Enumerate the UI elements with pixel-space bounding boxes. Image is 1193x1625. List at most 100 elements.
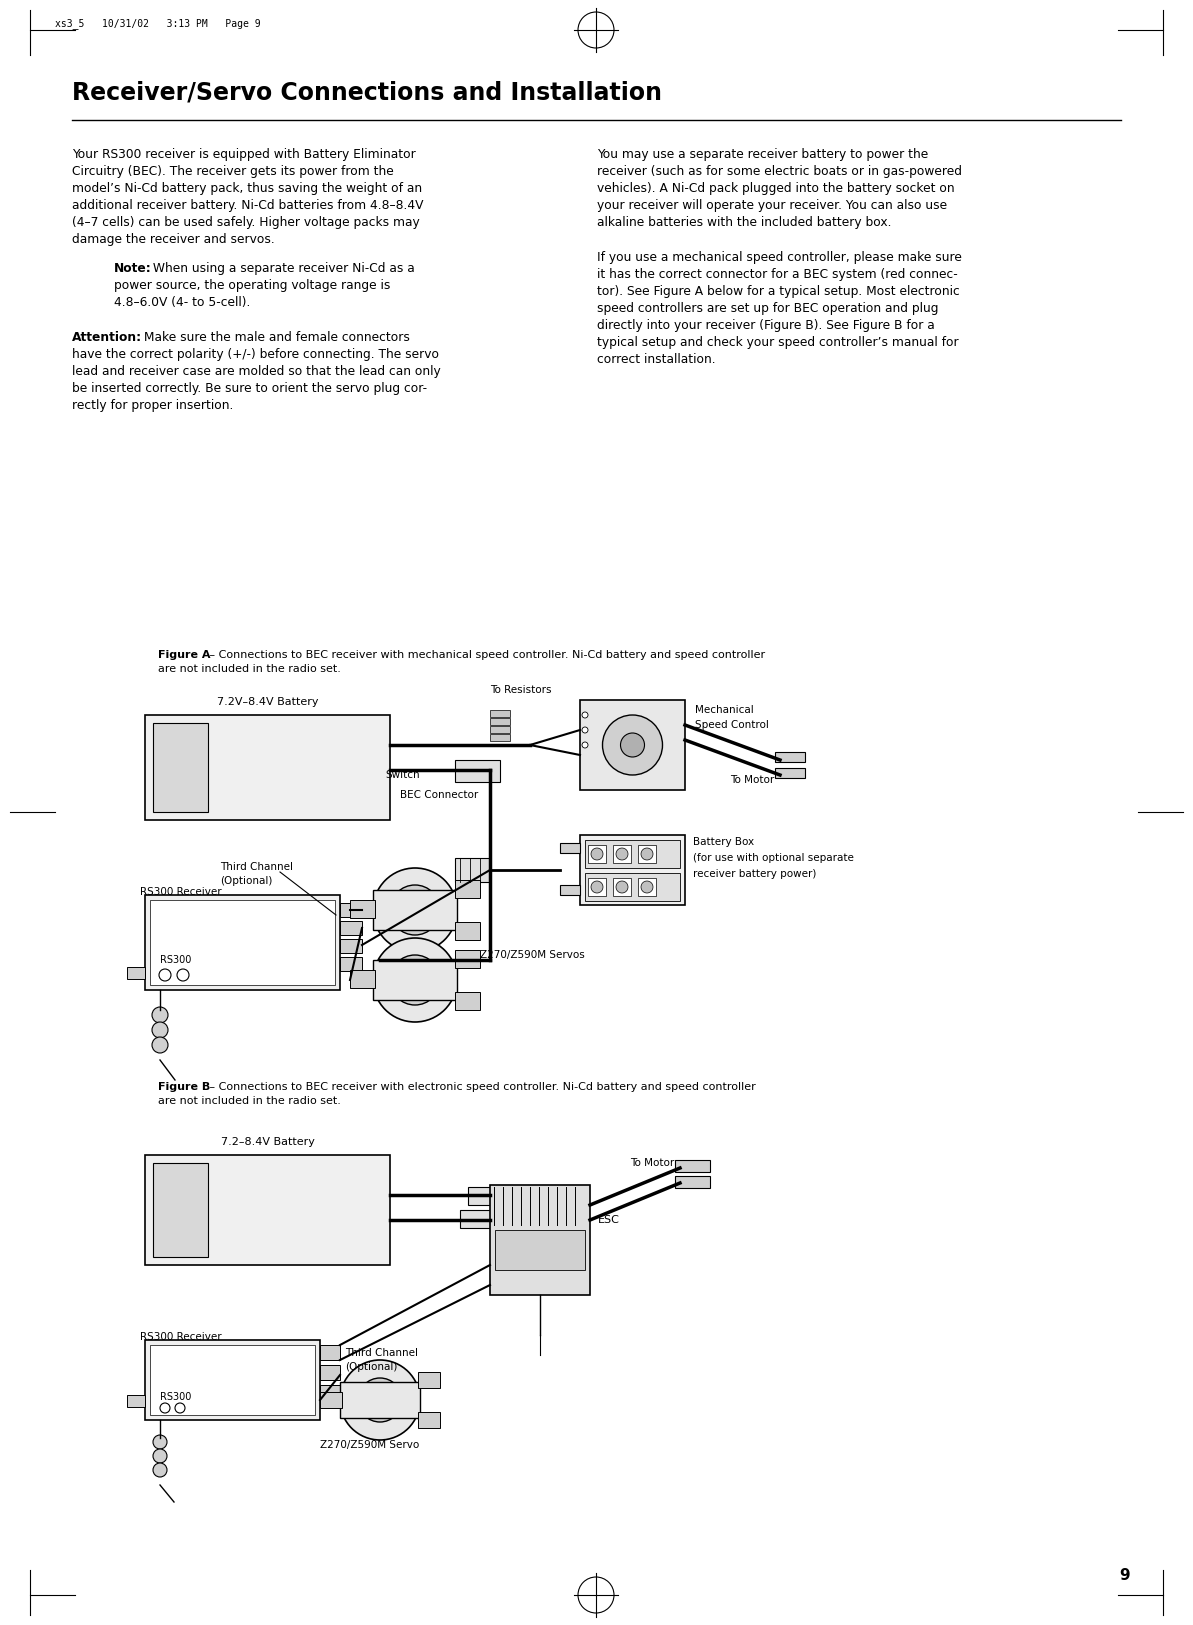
Bar xyxy=(150,900,335,985)
Bar xyxy=(580,700,685,790)
Text: be inserted correctly. Be sure to orient the servo plug cor-: be inserted correctly. Be sure to orient… xyxy=(72,382,427,395)
Text: – Connections to BEC receiver with mechanical speed controller. Ni-Cd battery an: – Connections to BEC receiver with mecha… xyxy=(206,650,765,660)
Bar xyxy=(455,991,480,1011)
Bar xyxy=(775,752,805,762)
Bar xyxy=(460,1211,490,1228)
Circle shape xyxy=(152,1022,168,1038)
Bar xyxy=(490,710,509,717)
Circle shape xyxy=(591,881,602,894)
Bar xyxy=(560,843,580,853)
Bar xyxy=(153,723,208,812)
Bar xyxy=(373,960,457,999)
Text: Receiver/Servo Connections and Installation: Receiver/Servo Connections and Installat… xyxy=(72,80,662,104)
Circle shape xyxy=(371,1391,389,1409)
Text: 4.8–6.0V (4- to 5-cell).: 4.8–6.0V (4- to 5-cell). xyxy=(115,296,251,309)
Text: your receiver will operate your receiver. You can also use: your receiver will operate your receiver… xyxy=(596,198,947,211)
Text: ESC: ESC xyxy=(598,1216,620,1225)
Bar xyxy=(775,769,805,778)
Circle shape xyxy=(641,881,653,894)
Bar xyxy=(675,1160,710,1172)
Circle shape xyxy=(153,1462,167,1477)
Text: Third Channel: Third Channel xyxy=(220,861,293,873)
Bar xyxy=(585,873,680,900)
Bar xyxy=(638,845,656,863)
Circle shape xyxy=(340,1360,420,1440)
Circle shape xyxy=(153,1450,167,1462)
Text: If you use a mechanical speed controller, please make sure: If you use a mechanical speed controller… xyxy=(596,250,962,263)
Bar xyxy=(490,734,509,741)
Bar xyxy=(350,900,375,918)
Text: 7.2V–8.4V Battery: 7.2V–8.4V Battery xyxy=(217,697,319,707)
Bar xyxy=(455,881,480,899)
Text: lead and receiver case are molded so that the lead can only: lead and receiver case are molded so tha… xyxy=(72,366,440,379)
Text: model’s Ni-Cd battery pack, thus saving the weight of an: model’s Ni-Cd battery pack, thus saving … xyxy=(72,182,422,195)
Bar xyxy=(588,878,606,895)
Text: BEC Connector: BEC Connector xyxy=(400,790,478,800)
Bar xyxy=(455,951,480,968)
Bar xyxy=(675,1176,710,1188)
Text: it has the correct connector for a BEC system (red connec-: it has the correct connector for a BEC s… xyxy=(596,268,958,281)
Text: correct installation.: correct installation. xyxy=(596,353,716,366)
Text: Z270/Z590M Servos: Z270/Z590M Servos xyxy=(480,951,585,960)
Bar xyxy=(560,886,580,895)
Text: alkaline batteries with the included battery box.: alkaline batteries with the included bat… xyxy=(596,216,891,229)
Circle shape xyxy=(373,938,457,1022)
Bar xyxy=(153,1164,208,1258)
Text: Speed Control: Speed Control xyxy=(696,720,768,730)
Text: receiver (such as for some electric boats or in gas-powered: receiver (such as for some electric boat… xyxy=(596,166,962,179)
Text: RS300: RS300 xyxy=(160,956,191,965)
Text: – Connections to BEC receiver with electronic speed controller. Ni-Cd battery an: – Connections to BEC receiver with elect… xyxy=(206,1082,755,1092)
Bar xyxy=(340,921,361,934)
Bar xyxy=(146,1155,390,1264)
Text: power source, the operating voltage range is: power source, the operating voltage rang… xyxy=(115,280,390,292)
Bar xyxy=(320,1365,340,1380)
Circle shape xyxy=(641,848,653,860)
Text: You may use a separate receiver battery to power the: You may use a separate receiver battery … xyxy=(596,148,928,161)
Text: RS300 Receiver: RS300 Receiver xyxy=(140,1332,222,1342)
Bar xyxy=(418,1412,440,1428)
Circle shape xyxy=(175,1402,185,1414)
Circle shape xyxy=(616,848,628,860)
Bar xyxy=(490,726,509,733)
Text: To Motor: To Motor xyxy=(630,1159,674,1168)
Text: Circuitry (BEC). The receiver gets its power from the: Circuitry (BEC). The receiver gets its p… xyxy=(72,166,394,179)
Text: Third Channel: Third Channel xyxy=(345,1349,418,1358)
Text: Attention:: Attention: xyxy=(72,332,142,344)
Text: receiver battery power): receiver battery power) xyxy=(693,869,816,879)
Text: are not included in the radio set.: are not included in the radio set. xyxy=(157,665,341,674)
Text: directly into your receiver (Figure B). See Figure B for a: directly into your receiver (Figure B). … xyxy=(596,318,935,331)
Bar xyxy=(340,1381,420,1419)
Bar xyxy=(320,1384,340,1401)
Text: Figure B: Figure B xyxy=(157,1082,210,1092)
Bar xyxy=(340,904,361,916)
Bar xyxy=(455,760,500,782)
Bar xyxy=(580,835,685,905)
Text: Battery Box: Battery Box xyxy=(693,837,754,847)
Bar xyxy=(146,715,390,821)
Bar xyxy=(490,718,509,725)
Text: Your RS300 receiver is equipped with Battery Eliminator: Your RS300 receiver is equipped with Bat… xyxy=(72,148,415,161)
Circle shape xyxy=(160,1402,169,1414)
Text: To Motor: To Motor xyxy=(730,775,774,785)
Text: Note:: Note: xyxy=(115,262,152,275)
Bar xyxy=(373,891,457,930)
Circle shape xyxy=(404,970,425,990)
Circle shape xyxy=(358,1378,402,1422)
Bar xyxy=(613,845,631,863)
Bar xyxy=(320,1346,340,1360)
Bar xyxy=(340,957,361,972)
Text: vehicles). A Ni-Cd pack plugged into the battery socket on: vehicles). A Ni-Cd pack plugged into the… xyxy=(596,182,954,195)
Text: speed controllers are set up for BEC operation and plug: speed controllers are set up for BEC ope… xyxy=(596,302,939,315)
Bar xyxy=(340,939,361,952)
Text: 7.2–8.4V Battery: 7.2–8.4V Battery xyxy=(221,1138,315,1147)
Circle shape xyxy=(582,712,588,718)
Text: To Resistors: To Resistors xyxy=(490,686,551,696)
Bar xyxy=(455,858,490,882)
Circle shape xyxy=(582,726,588,733)
Text: RS300 Receiver: RS300 Receiver xyxy=(140,887,222,897)
Bar xyxy=(638,878,656,895)
Text: Mechanical: Mechanical xyxy=(696,705,754,715)
Circle shape xyxy=(177,968,188,982)
Circle shape xyxy=(620,733,644,757)
Circle shape xyxy=(159,968,171,982)
